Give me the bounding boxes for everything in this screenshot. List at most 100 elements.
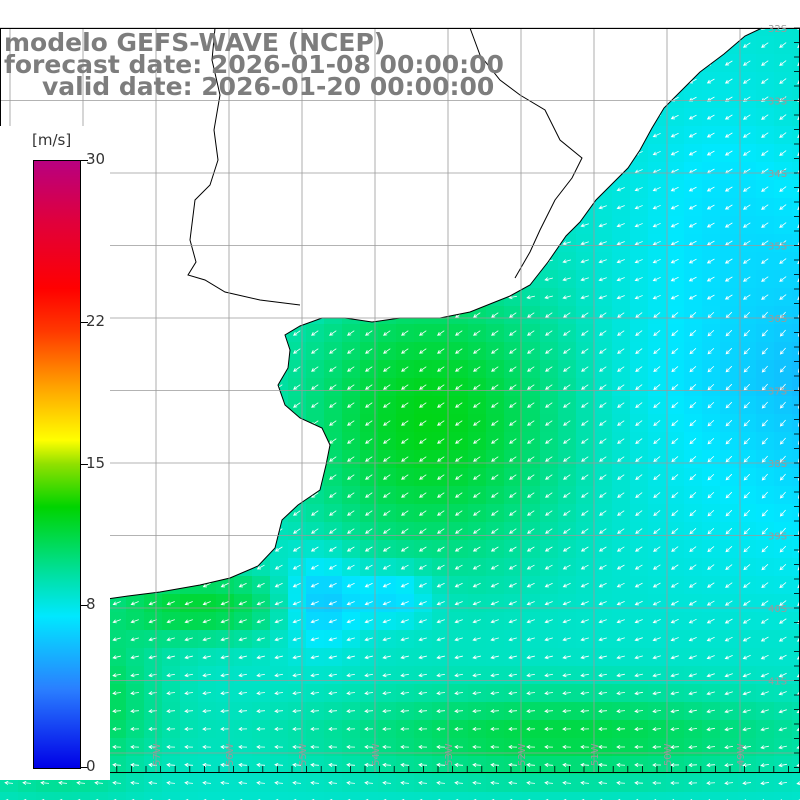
- wind-arrow: [779, 473, 786, 481]
- wind-arrow: [130, 601, 139, 606]
- wind-arrow: [401, 384, 409, 390]
- wind-arrow: [238, 691, 248, 696]
- wind-arrow: [329, 510, 337, 516]
- wind-arrow: [454, 601, 463, 606]
- wind-arrow: [256, 744, 266, 750]
- wind-arrow: [491, 312, 499, 318]
- wind-arrow: [130, 762, 140, 767]
- speed-cell: [360, 792, 379, 800]
- colorbar-tick-label: 0: [86, 757, 96, 775]
- wind-arrow: [671, 312, 679, 319]
- wind-arrow: [544, 709, 554, 714]
- wind-arrow: [652, 691, 661, 696]
- wind-arrow: [653, 474, 661, 481]
- wind-arrow: [491, 402, 499, 408]
- speed-cell: [342, 792, 361, 800]
- wind-arrow: [491, 384, 499, 390]
- wind-arrow: [310, 582, 319, 588]
- wind-arrow: [725, 527, 733, 535]
- wind-arrow: [724, 294, 733, 300]
- wind-arrow: [689, 330, 697, 337]
- wind-arrow: [148, 619, 157, 624]
- wind-arrow: [761, 401, 768, 409]
- wind-arrow: [455, 348, 463, 354]
- wind-arrow: [472, 637, 481, 642]
- wind-arrow: [328, 780, 338, 785]
- wind-arrow: [670, 780, 680, 786]
- wind-arrow: [545, 348, 553, 354]
- wind-arrow: [706, 276, 715, 282]
- wind-arrow: [652, 600, 661, 606]
- forecast-date: forecast date: 2026-01-08 00:00:00: [4, 50, 504, 79]
- wind-arrow: [671, 492, 679, 499]
- wind-arrow: [472, 619, 481, 624]
- wind-arrow: [670, 204, 679, 210]
- wind-arrow: [329, 528, 337, 534]
- wind-arrow: [635, 420, 643, 426]
- wind-arrow: [527, 384, 535, 390]
- wind-arrow: [653, 456, 661, 463]
- wind-arrow: [527, 402, 535, 408]
- wind-arrow: [724, 600, 733, 606]
- wind-arrow: [184, 673, 194, 678]
- speed-cell: [594, 792, 613, 800]
- wind-arrow: [491, 492, 499, 498]
- wind-arrow: [401, 456, 409, 462]
- lat-label: 35S: [768, 242, 787, 253]
- wind-arrow: [725, 564, 733, 571]
- wind-arrow: [256, 655, 265, 660]
- speed-cell: [792, 36, 800, 55]
- wind-arrow: [779, 294, 787, 300]
- wind-arrow: [130, 780, 140, 785]
- wind-arrow: [472, 655, 481, 660]
- wind-arrow: [706, 763, 716, 768]
- speed-cell: [792, 702, 800, 721]
- wind-arrow: [779, 150, 787, 156]
- wind-arrow: [184, 727, 194, 732]
- wind-arrow: [617, 510, 625, 516]
- speed-cell: [126, 792, 145, 800]
- wind-arrow: [562, 259, 571, 264]
- lon-label: 49W: [736, 743, 747, 766]
- wind-arrow: [598, 780, 608, 785]
- wind-arrow: [688, 240, 697, 246]
- wind-arrow: [184, 780, 194, 785]
- wind-arrow: [382, 619, 391, 624]
- speed-cell: [792, 198, 800, 217]
- wind-arrow: [652, 564, 661, 570]
- wind-arrow: [706, 240, 715, 246]
- speed-cell: [72, 792, 91, 800]
- lat-label: 34S: [768, 169, 787, 180]
- wind-arrow: [742, 204, 751, 210]
- speed-cell: [792, 540, 800, 559]
- wind-arrow: [778, 781, 788, 786]
- wind-arrow: [401, 420, 409, 426]
- wind-arrow: [238, 673, 248, 678]
- wind-arrow: [184, 601, 193, 606]
- wind-arrow: [238, 709, 248, 714]
- wind-arrow: [725, 509, 733, 517]
- wind-arrow: [635, 492, 643, 498]
- wind-arrow: [472, 727, 482, 732]
- wind-arrow: [616, 601, 625, 606]
- wind-arrow: [346, 780, 356, 785]
- wind-arrow: [383, 474, 391, 480]
- wind-arrow: [779, 527, 786, 535]
- lat-label: 32S: [768, 24, 787, 35]
- lat-label: 37S: [768, 387, 787, 398]
- speed-cell: [792, 486, 800, 505]
- wind-arrow: [652, 258, 661, 264]
- wind-arrow: [238, 601, 247, 606]
- wind-arrow: [328, 619, 337, 624]
- speed-cell: [720, 792, 739, 800]
- wind-arrow: [274, 619, 283, 624]
- wind-arrow: [364, 601, 373, 606]
- wind-arrow: [455, 510, 463, 516]
- wind-arrow: [364, 637, 373, 642]
- wind-arrow: [742, 745, 752, 750]
- wind-arrow: [743, 564, 751, 571]
- wind-arrow: [653, 510, 661, 517]
- wind-arrow: [328, 709, 338, 714]
- wind-arrow: [688, 582, 697, 588]
- wind-arrow: [166, 619, 175, 624]
